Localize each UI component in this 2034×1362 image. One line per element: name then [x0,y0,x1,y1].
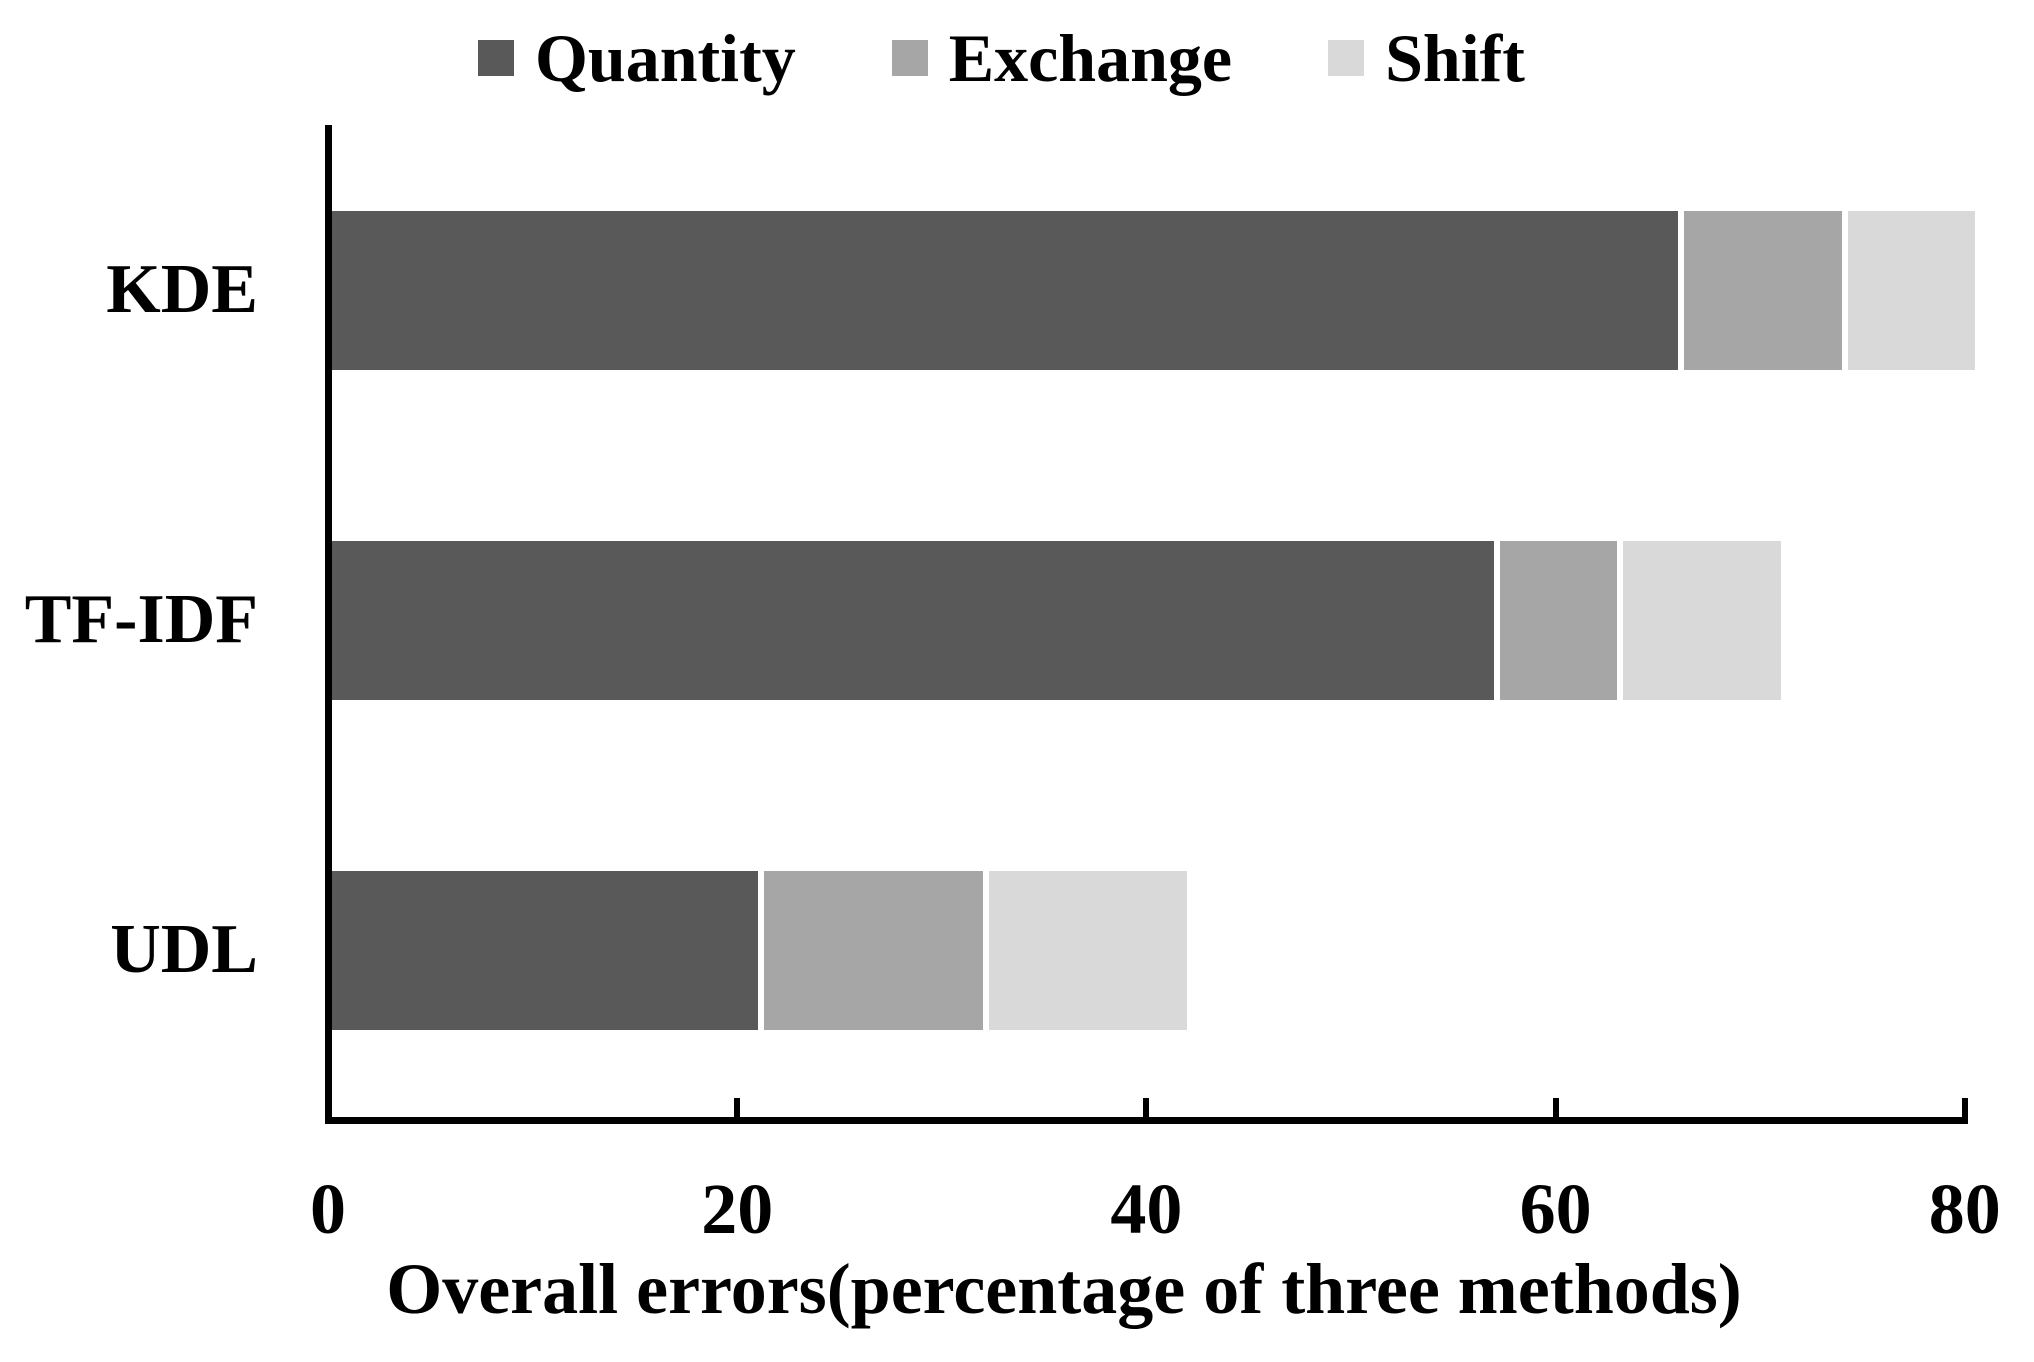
bar-segment-kde-quantity [328,210,1679,370]
x-tick-label-0: 0 [310,1169,346,1249]
x-tick-label-40: 40 [1110,1169,1183,1249]
x-tick-40 [1143,1098,1150,1117]
y-axis-line [325,125,332,1124]
legend: Quantity Exchange Shift [478,8,1525,108]
x-axis-line [325,1117,1968,1124]
legend-label: Exchange [948,20,1233,96]
legend-label: Shift [1385,20,1525,96]
bar-row-udl [0,870,2034,1030]
x-tick-20 [734,1098,741,1117]
category-label-kde: KDE [106,251,258,328]
legend-swatch-icon [1328,40,1365,76]
bar-segment-tf-idf-quantity [328,540,1495,700]
x-tick-label-20: 20 [701,1169,774,1249]
bar-segment-udl-exchange [763,870,983,1030]
x-tick-60 [1552,1098,1559,1117]
bar-row-tf-idf [0,540,2034,700]
legend-swatch-icon [478,40,514,76]
legend-swatch-icon [891,40,928,76]
bar-segment-kde-exchange [1684,210,1843,370]
bar-row-kde [0,210,2034,370]
category-label-udl: UDL [110,911,258,988]
legend-item-exchange: Exchange [891,20,1233,96]
legend-item-quantity: Quantity [478,24,796,92]
bar-segment-kde-shift [1848,210,1976,370]
x-tick-label-60: 60 [1519,1169,1592,1249]
category-label-tf-idf: TF-IDF [24,581,258,658]
x-axis-title: Overall errors(percentage of three metho… [386,1249,1742,1329]
x-tick-80 [1961,1098,1968,1117]
bar-segment-tf-idf-exchange [1500,540,1617,700]
bar-segment-udl-shift [988,870,1188,1030]
bar-segment-tf-idf-shift [1622,540,1781,700]
bar-segment-udl-quantity [328,870,758,1030]
legend-item-shift: Shift [1328,24,1525,92]
legend-label: Quantity [535,20,796,96]
x-tick-label-80: 80 [1928,1169,2001,1249]
